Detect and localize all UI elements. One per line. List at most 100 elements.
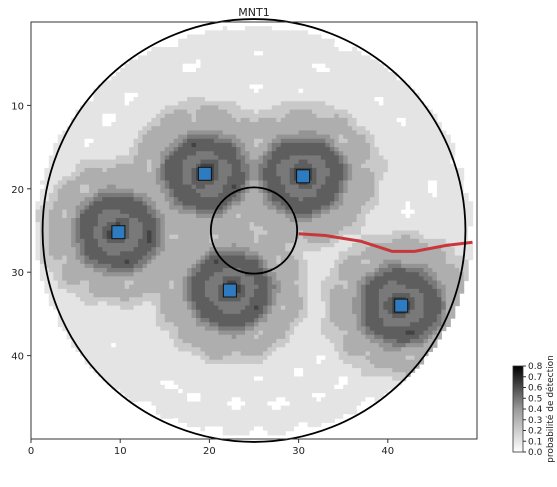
heatmap-cell — [231, 38, 237, 44]
heatmap-cell — [254, 26, 260, 31]
heatmap-cell — [419, 126, 425, 132]
heatmap-cell — [178, 172, 184, 177]
heatmap-cell — [405, 192, 411, 198]
heatmap-cell — [71, 167, 77, 173]
heatmap-cell — [369, 251, 376, 257]
heatmap-cell — [459, 259, 465, 265]
heatmap-cell — [106, 259, 112, 265]
heatmap-cell — [401, 192, 407, 198]
heatmap-cell — [316, 67, 322, 73]
heatmap-cell — [160, 117, 166, 123]
heatmap-cell — [227, 217, 233, 223]
heatmap-cell — [187, 280, 193, 286]
heatmap-cell — [289, 97, 295, 102]
heatmap-cell — [276, 268, 282, 273]
heatmap-cell — [142, 88, 148, 94]
heatmap-cell — [191, 51, 197, 56]
heatmap-cell — [280, 134, 286, 140]
heatmap-cell — [325, 259, 331, 265]
heatmap-cell — [240, 272, 246, 277]
heatmap-cell — [120, 122, 126, 127]
heatmap-cell — [209, 176, 215, 182]
heatmap-cell — [187, 72, 193, 77]
heatmap-cell — [396, 88, 402, 94]
heatmap-cell — [343, 105, 349, 111]
heatmap-cell — [155, 122, 161, 127]
heatmap-cell — [267, 180, 273, 186]
heatmap-cell — [169, 63, 175, 69]
heatmap-cell — [338, 268, 344, 273]
heatmap-cell — [231, 238, 237, 244]
heatmap-cell — [182, 97, 188, 102]
heatmap-cell — [218, 251, 224, 257]
heatmap-cell — [245, 209, 251, 215]
heatmap-cell — [48, 209, 54, 215]
heatmap-cell — [182, 88, 188, 94]
heatmap-cell — [97, 192, 103, 198]
heatmap-cell — [258, 63, 264, 69]
heatmap-cell — [75, 238, 81, 244]
heatmap-cell — [231, 34, 237, 40]
heatmap-cell — [254, 105, 260, 111]
heatmap-cell — [160, 97, 166, 102]
heatmap-cell — [334, 230, 340, 236]
heatmap-cell — [151, 222, 157, 227]
heatmap-cell — [222, 76, 228, 81]
heatmap-cell — [254, 230, 260, 236]
heatmap-cell — [151, 184, 157, 190]
heatmap-cell — [164, 47, 170, 52]
heatmap-cell — [196, 263, 202, 269]
heatmap-cell — [88, 251, 95, 257]
heatmap-cell — [378, 251, 384, 257]
heatmap-cell — [213, 255, 219, 261]
heatmap-cell — [106, 268, 112, 273]
heatmap-cell — [276, 59, 282, 65]
heatmap-cell — [120, 88, 126, 94]
heatmap-cell — [383, 80, 389, 86]
heatmap-cell — [213, 163, 219, 169]
heatmap-cell — [178, 251, 184, 257]
heatmap-cell — [209, 155, 215, 161]
heatmap-cell — [187, 167, 193, 173]
heatmap-cell — [231, 234, 237, 240]
heatmap-cell — [138, 213, 144, 219]
heatmap-cell — [427, 109, 433, 115]
heatmap-cell — [111, 172, 117, 177]
heatmap-cell — [187, 180, 193, 186]
heatmap-cell — [410, 247, 416, 252]
heatmap-cell — [231, 247, 237, 252]
heatmap-cell — [93, 159, 99, 165]
heatmap-cell — [231, 251, 237, 257]
heatmap-cell — [39, 197, 45, 202]
heatmap-cell — [378, 72, 384, 77]
heatmap-cell — [311, 101, 318, 106]
heatmap-cell — [178, 67, 184, 73]
heatmap-cell — [111, 272, 117, 277]
heatmap-cell — [115, 247, 121, 252]
heatmap-cell — [396, 84, 402, 90]
heatmap-cell — [196, 192, 202, 198]
heatmap-cell — [106, 263, 112, 269]
heatmap-cell — [245, 134, 251, 140]
heatmap-cell — [436, 251, 442, 257]
heatmap-cell — [191, 134, 197, 140]
heatmap-cell — [155, 105, 161, 111]
heatmap-cell — [204, 268, 210, 273]
heatmap-cell — [164, 76, 170, 81]
heatmap-cell — [115, 176, 121, 182]
heatmap-cell — [423, 251, 429, 257]
heatmap-cell — [271, 147, 277, 152]
heatmap-cell — [294, 184, 300, 190]
heatmap-cell — [44, 280, 50, 286]
heatmap-cell — [258, 251, 264, 257]
heatmap-cell — [62, 138, 68, 144]
heatmap-cell — [204, 138, 210, 144]
heatmap-cell — [71, 205, 77, 211]
heatmap-cell — [182, 130, 188, 136]
plot-area — [30, 18, 478, 443]
heatmap-cell — [401, 184, 407, 190]
heatmap-cell — [405, 88, 411, 94]
heatmap-cell — [463, 247, 469, 252]
heatmap-cell — [209, 192, 215, 198]
heatmap-cell — [303, 222, 309, 227]
